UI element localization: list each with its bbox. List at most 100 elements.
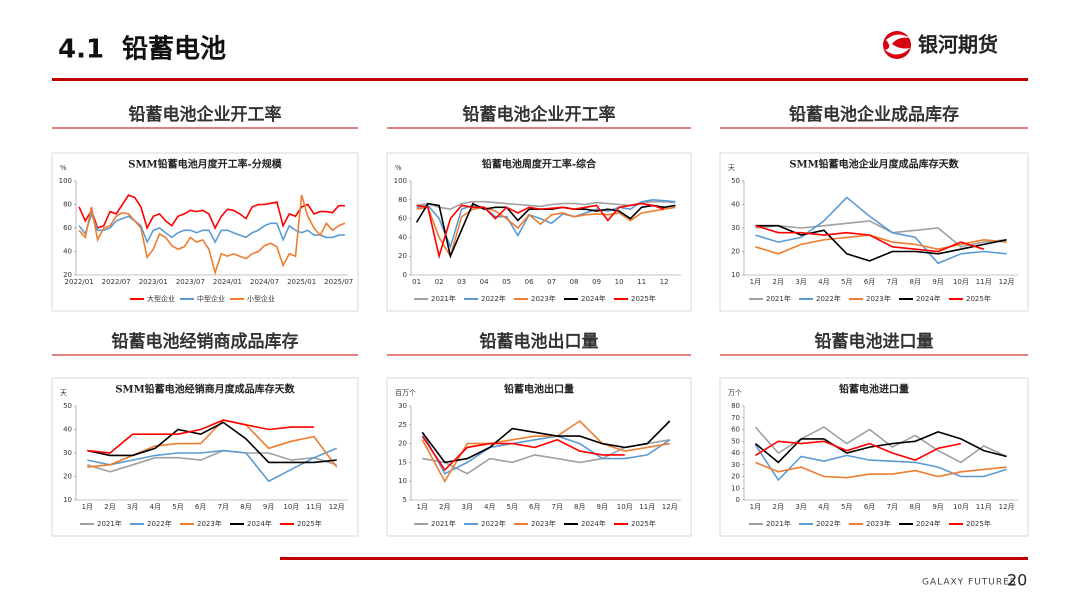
legend-label: 2023年 — [531, 519, 556, 528]
x-tick-label: 12月 — [329, 503, 345, 511]
series-line — [421, 419, 670, 483]
chart-title: 铅蓄电池出口量 — [504, 383, 574, 396]
series-line — [755, 224, 985, 253]
legend-label: 2024年 — [247, 519, 272, 528]
x-tick-label: 2月 — [104, 503, 115, 511]
footer-brand: GALAXY FUTURES — [922, 578, 1017, 588]
x-tick-label: 10月 — [283, 503, 299, 511]
x-tick-label: 09 — [592, 278, 601, 286]
x-tick-label: 12月 — [999, 503, 1015, 511]
y-tick-label: 20 — [63, 473, 72, 481]
series-line — [755, 461, 1007, 479]
logo-icon — [883, 31, 911, 59]
chart-title: SMM铅蓄电池月度开工率-分规模 — [128, 158, 283, 171]
page-title: 铅蓄电池 — [122, 35, 226, 65]
series-line — [87, 419, 314, 454]
section-heading: 铅蓄电池企业开工率 — [463, 104, 616, 125]
y-tick-label: 0 — [736, 496, 740, 504]
x-tick-label: 4月 — [818, 503, 829, 511]
y-tick-label: 5 — [403, 496, 407, 504]
y-unit: 天 — [728, 164, 735, 172]
x-tick-label: 7月 — [552, 503, 563, 511]
legend-label: 大型企业 — [147, 294, 175, 303]
y-tick-label: 80 — [63, 201, 72, 209]
y-tick-label: 0 — [403, 271, 407, 279]
section-heading: 铅蓄电池出口量 — [480, 331, 599, 352]
y-tick-label: 80 — [731, 402, 740, 410]
x-tick-label: 3月 — [795, 503, 806, 511]
section-number: 4.1 — [58, 35, 104, 65]
y-tick-label: 20 — [63, 271, 72, 279]
x-tick-label: 11月 — [976, 278, 992, 286]
y-tick-label: 40 — [63, 426, 72, 434]
y-tick-label: 30 — [63, 449, 72, 457]
y-tick-label: 30 — [398, 402, 407, 410]
x-tick-label: 1月 — [750, 503, 761, 511]
y-tick-label: 20 — [731, 473, 740, 481]
y-tick-label: 20 — [398, 252, 407, 260]
legend-label: 2021年 — [766, 294, 791, 303]
chart-frame — [386, 152, 692, 312]
x-tick-label: 10月 — [953, 503, 969, 511]
legend-label: 2024年 — [581, 294, 606, 303]
legend-label: 2025年 — [966, 294, 991, 303]
series-line — [87, 447, 338, 483]
section-heading: 铅蓄电池进口量 — [815, 331, 934, 352]
x-tick-label: 05 — [502, 278, 511, 286]
x-tick-label: 8月 — [910, 278, 921, 286]
series-line — [416, 198, 676, 250]
y-tick-label: 100 — [59, 177, 72, 185]
y-unit: % — [395, 164, 402, 172]
y-unit: 万个 — [728, 389, 742, 397]
series-line — [78, 211, 345, 245]
y-tick-label: 60 — [63, 224, 72, 232]
legend-label: 2025年 — [966, 519, 991, 528]
legend-label: 2023年 — [866, 294, 891, 303]
x-tick-label: 7月 — [218, 503, 229, 511]
legend-label: 2021年 — [431, 519, 456, 528]
x-tick-label: 12月 — [662, 503, 678, 511]
x-tick-label: 9月 — [932, 278, 943, 286]
x-tick-label: 9月 — [597, 503, 608, 511]
x-tick-label: 2024/01 — [213, 278, 242, 286]
x-tick-label: 2024/07 — [250, 278, 279, 286]
y-tick-label: 30 — [731, 461, 740, 469]
x-tick-label: 9月 — [263, 503, 274, 511]
legend-label: 2023年 — [531, 294, 556, 303]
y-tick-label: 50 — [63, 402, 72, 410]
legend-label: 2025年 — [631, 294, 656, 303]
y-tick-label: 40 — [731, 449, 740, 457]
x-tick-label: 6月 — [864, 503, 875, 511]
x-tick-label: 10 — [615, 278, 624, 286]
y-tick-label: 25 — [398, 421, 407, 429]
series-line — [421, 431, 671, 475]
legend-label: 2023年 — [866, 519, 891, 528]
series-line — [755, 220, 1007, 248]
x-tick-label: 3月 — [127, 503, 138, 511]
x-tick-label: 7月 — [887, 278, 898, 286]
legend-label: 2022年 — [816, 519, 841, 528]
series-line — [754, 444, 1007, 482]
series-line — [421, 435, 625, 472]
x-tick-label: 03 — [457, 278, 466, 286]
legend-label: 中型企业 — [197, 294, 225, 303]
series-line — [87, 421, 337, 464]
legend-label: 2022年 — [816, 294, 841, 303]
legend-label: 2022年 — [147, 519, 172, 528]
y-tick-label: 20 — [398, 440, 407, 448]
chart-title: 铅蓄电池周度开工率-综合 — [482, 158, 597, 171]
section-heading: 铅蓄电池企业成品库存 — [789, 104, 959, 125]
series-line — [754, 426, 1007, 464]
page-number: 20 — [1007, 571, 1027, 590]
chart-frame — [719, 377, 1029, 537]
x-tick-label: 6月 — [195, 503, 206, 511]
x-tick-label: 11月 — [306, 503, 322, 511]
y-tick-label: 80 — [398, 196, 407, 204]
x-tick-label: 6月 — [529, 503, 540, 511]
chart-title: SMM铅蓄电池企业月度成品库存天数 — [789, 158, 959, 171]
x-tick-label: 8月 — [910, 503, 921, 511]
legend-label: 2024年 — [916, 519, 941, 528]
x-tick-label: 3月 — [462, 503, 473, 511]
x-tick-label: 5月 — [841, 278, 852, 286]
x-tick-label: 9月 — [932, 503, 943, 511]
